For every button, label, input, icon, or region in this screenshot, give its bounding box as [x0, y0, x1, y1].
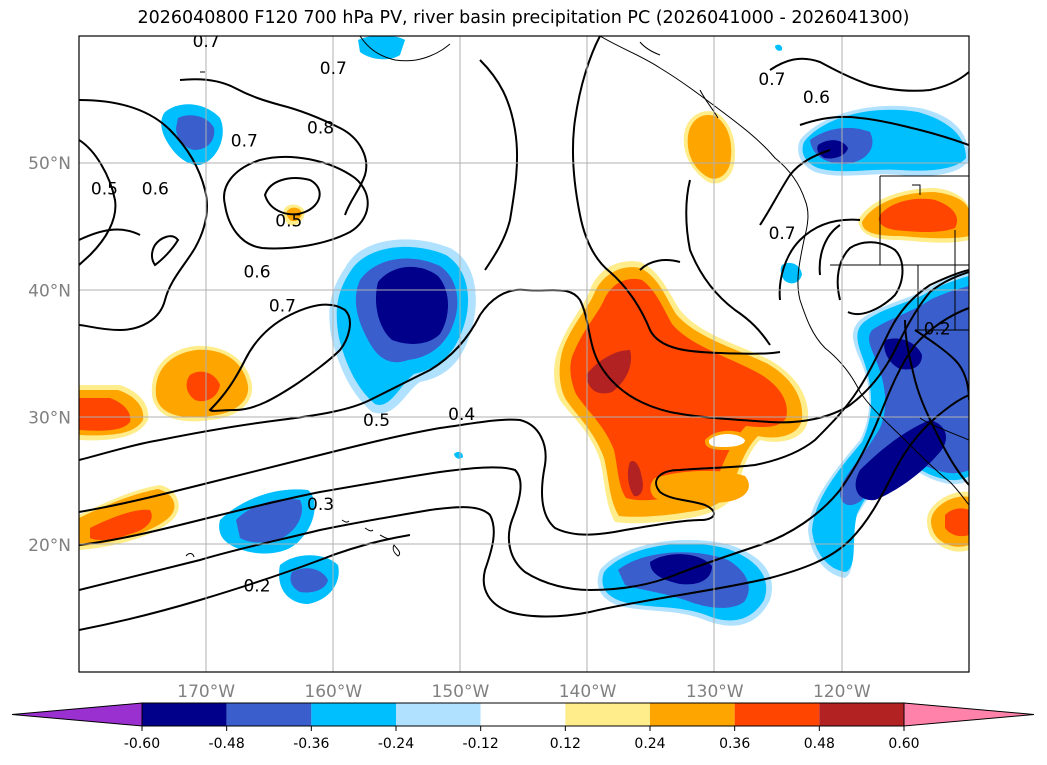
pv-contours — [79, 36, 969, 631]
longitude-labels: 170°W 160°W 150°W 140°W 130°W 120°W — [177, 682, 871, 702]
lat-tick-label: 40°N — [28, 281, 71, 301]
colorbar-tick-label: 0.24 — [634, 736, 665, 752]
precip-negative-fills — [161, 36, 969, 626]
colorbar-tick-label: -0.36 — [293, 736, 329, 752]
contour-label: 0.5 — [363, 411, 390, 431]
colorbar-tick-label: -0.60 — [124, 736, 160, 752]
colorbar-tick-label: -0.48 — [209, 736, 245, 752]
contour-label: 0.8 — [307, 119, 334, 139]
contour-label: 0.6 — [142, 180, 169, 200]
colorbar-tick-label: -0.12 — [463, 736, 499, 752]
lon-tick-label: 130°W — [686, 682, 744, 702]
lon-tick-label: 140°W — [559, 682, 617, 702]
precip-positive-fills — [79, 111, 969, 552]
contour-label: 0.2 — [924, 320, 951, 340]
colorbar-extend-max — [903, 702, 1035, 727]
contour-label: 0.7 — [769, 224, 796, 244]
lon-tick-label: 120°W — [813, 682, 871, 702]
contour-label: 0.3 — [307, 495, 334, 515]
contour-label: 0.5 — [91, 180, 118, 200]
colorbar-segment — [819, 703, 904, 726]
contour-label: 0.7 — [758, 70, 785, 90]
contour-label: 0.6 — [803, 88, 830, 108]
map-frame — [78, 35, 970, 673]
map-title: 2026040800 F120 700 hPa PV, river basin … — [137, 8, 910, 28]
contour-label: 0.4 — [448, 405, 475, 425]
colorbar-segment — [734, 703, 820, 726]
contour-label: 0.7 — [320, 59, 347, 79]
map-plot-area: 0.7 0.7 0.8 0.7 0.5 0.6 0.5 0.6 0.7 0.5 0.4 0.3 0.2 0… — [79, 32, 969, 672]
colorbar-segment — [311, 703, 396, 726]
colorbar-segment — [226, 703, 312, 726]
colorbar-segment — [142, 703, 227, 726]
contour-label: 0.5 — [275, 211, 302, 231]
lat-tick-label: 50°N — [28, 154, 71, 174]
contour-label: 0.7 — [231, 131, 258, 151]
lon-tick-label: 170°W — [177, 682, 235, 702]
contour-labels: 0.7 0.7 0.8 0.7 0.5 0.6 0.5 0.6 0.7 0.5 0.4 0.3 0.2 0… — [91, 32, 951, 597]
colorbar-segment — [396, 703, 481, 726]
colorbar-frame — [141, 702, 905, 727]
contour-label: 0.7 — [193, 32, 220, 52]
colorbar-tick-label: -0.24 — [378, 736, 414, 752]
contour-label: 0.7 — [269, 297, 296, 317]
colorbar: -0.60 -0.48 -0.36 -0.24 -0.12 0.12 0.24 0.36 0.4… — [11, 702, 1035, 752]
colorbar-tick-label: 0.60 — [888, 736, 919, 752]
contour-label: 0.6 — [243, 262, 270, 282]
colorbar-tick-label: 0.48 — [804, 736, 835, 752]
coastlines — [185, 36, 969, 558]
colorbar-segment — [480, 703, 566, 726]
colorbar-tick-label: 0.12 — [550, 736, 581, 752]
latitude-labels: 20°N 30°N 40°N 50°N — [28, 154, 71, 556]
colorbar-tick-label: 0.36 — [719, 736, 750, 752]
colorbar-extend-min — [11, 702, 143, 727]
colorbar-segment — [565, 703, 650, 726]
lon-tick-label: 150°W — [432, 682, 490, 702]
lat-tick-label: 20°N — [28, 536, 71, 556]
lat-tick-label: 30°N — [28, 409, 71, 429]
lon-tick-label: 160°W — [304, 682, 362, 702]
colorbar-segment — [650, 703, 735, 726]
gridlines — [79, 36, 969, 672]
contour-label: 0.2 — [243, 577, 270, 597]
